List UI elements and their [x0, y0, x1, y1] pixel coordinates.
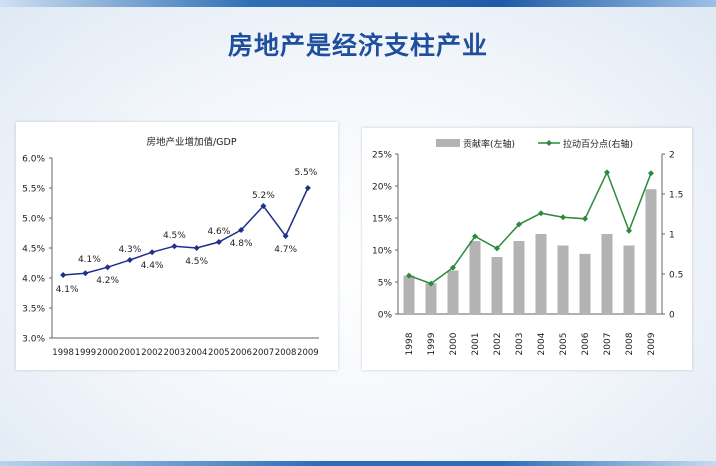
x-tick-label: 2002 [493, 333, 503, 356]
contribution-bar [624, 246, 635, 314]
x-tick-label: 2008 [275, 348, 297, 358]
contribution-bar [448, 270, 459, 314]
contribution-bar [536, 234, 547, 314]
y-tick-label: 5.5% [22, 185, 45, 195]
data-point-marker [82, 270, 88, 276]
data-label: 4.8% [230, 239, 253, 249]
legend-bar-label: 贡献率(左轴) [463, 138, 515, 150]
left-y-tick-label: 5% [378, 279, 393, 289]
x-tick-label: 2004 [537, 332, 547, 355]
y-tick-label: 4.5% [22, 245, 45, 255]
x-tick-label: 2009 [647, 332, 657, 355]
contribution-bar [426, 283, 437, 314]
contribution-bar [602, 234, 613, 314]
right-y-tick-label: 0 [669, 311, 675, 321]
data-label: 4.5% [185, 257, 208, 267]
data-point-marker [305, 185, 311, 191]
x-tick-label: 2005 [559, 333, 569, 356]
y-tick-label: 3.0% [22, 335, 45, 345]
line-point-marker [582, 216, 588, 222]
slide-title: 房地产是经济支柱产业 [0, 26, 716, 62]
data-label: 4.4% [141, 261, 164, 271]
line-point-marker [604, 169, 610, 175]
x-tick-label: 1999 [427, 332, 437, 355]
right-y-tick-label: 0.5 [669, 271, 683, 281]
right-y-tick-label: 1.5 [669, 191, 683, 201]
x-tick-label: 2004 [186, 348, 208, 358]
left-y-tick-label: 20% [372, 183, 392, 193]
left-y-tick-label: 10% [372, 247, 392, 257]
data-label: 4.1% [78, 255, 101, 265]
left-y-tick-label: 0% [378, 311, 393, 321]
contribution-bar [646, 189, 657, 314]
y-tick-label: 3.5% [22, 305, 45, 315]
x-tick-label: 2003 [515, 333, 525, 356]
chart-title: 房地产业增加值/GDP [146, 136, 236, 148]
y-tick-label: 4.0% [22, 275, 45, 285]
data-label: 5.5% [294, 168, 317, 178]
left-y-tick-label: 25% [372, 151, 392, 161]
contribution-bar [514, 241, 525, 314]
bar-line-chart-panel: 贡献率(左轴) 拉动百分点(右轴) 0% 5% 10% 15% 20% 25% 0 0.5 1 1.5… [362, 128, 692, 370]
line-point-marker [626, 228, 632, 234]
x-tick-label: 2001 [471, 333, 481, 356]
line-point-marker [648, 170, 654, 176]
x-tick-label: 2000 [449, 332, 459, 355]
x-tick-label: 2009 [297, 348, 319, 358]
legend-bar-swatch [436, 139, 460, 147]
top-accent-bar [0, 0, 716, 7]
x-tick-label: 2001 [119, 348, 141, 358]
x-tick-label: 2002 [141, 348, 163, 358]
bottom-accent-bar [0, 461, 716, 466]
contribution-bar [470, 241, 481, 314]
line-point-marker [538, 210, 544, 216]
x-tick-label: 2007 [603, 333, 613, 356]
y-tick-label: 6.0% [22, 155, 45, 165]
data-point-marker [194, 245, 200, 251]
data-point-marker [127, 257, 133, 263]
x-tick-label: 2003 [164, 348, 186, 358]
right-y-tick-label: 2 [669, 151, 675, 161]
data-point-marker [60, 272, 66, 278]
data-point-marker [216, 239, 222, 245]
contribution-bar [558, 246, 569, 314]
right-y-tick-label: 1 [669, 231, 675, 241]
data-label: 5.2% [252, 191, 275, 201]
data-point-marker [149, 249, 155, 255]
data-label: 4.5% [163, 231, 186, 241]
x-tick-label: 2006 [230, 348, 252, 358]
x-tick-label: 1999 [75, 348, 97, 358]
x-tick-label: 2006 [581, 332, 591, 355]
data-label: 4.6% [207, 227, 230, 237]
line-chart: 房地产业增加值/GDP 3.0% 3.5% 4.0% 4.5% 5.0% 5.5% 6.0% 1… [16, 122, 338, 370]
contribution-bar [404, 276, 415, 314]
bar-line-chart: 贡献率(左轴) 拉动百分点(右轴) 0% 5% 10% 15% 20% 25% 0 0.5 1 1.5… [362, 128, 692, 370]
data-label: 4.3% [118, 245, 141, 255]
x-tick-label: 1998 [405, 332, 415, 355]
legend-line-marker [546, 140, 552, 146]
x-tick-label: 2005 [208, 348, 230, 358]
y-tick-label: 5.0% [22, 215, 45, 225]
line-point-marker [560, 214, 566, 220]
x-tick-label: 2000 [97, 348, 119, 358]
contribution-bar [580, 254, 591, 314]
data-point-marker [171, 243, 177, 249]
x-tick-label: 1998 [52, 348, 74, 358]
data-label: 4.1% [56, 285, 79, 295]
x-tick-label: 2007 [253, 348, 275, 358]
contribution-bar [492, 257, 503, 314]
pull-points-series-line [409, 172, 651, 283]
data-label: 4.2% [96, 276, 119, 286]
x-tick-label: 2008 [625, 332, 635, 355]
data-point-marker [105, 264, 111, 270]
line-chart-panel: 房地产业增加值/GDP 3.0% 3.5% 4.0% 4.5% 5.0% 5.5% 6.0% 1… [16, 122, 338, 370]
left-y-tick-label: 15% [372, 215, 392, 225]
legend-line-label: 拉动百分点(右轴) [563, 138, 633, 150]
data-label: 4.7% [274, 245, 297, 255]
